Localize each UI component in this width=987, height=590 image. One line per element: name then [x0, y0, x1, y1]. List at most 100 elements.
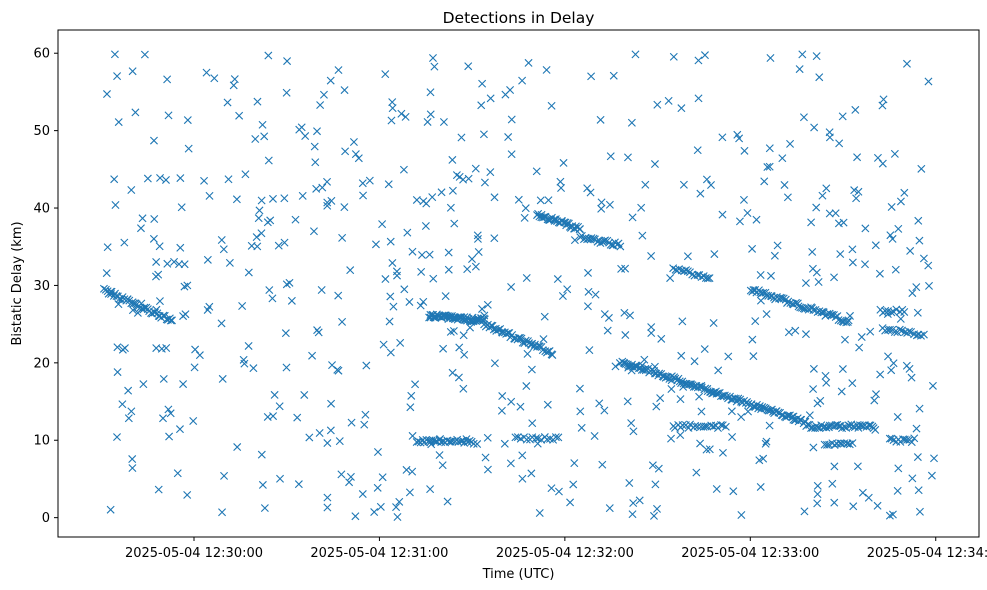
data-point [254, 214, 263, 223]
data-point [257, 450, 266, 459]
data-point [801, 330, 810, 339]
data-point [770, 251, 779, 260]
data-point [570, 459, 579, 468]
data-point [666, 373, 675, 382]
data-point [830, 498, 839, 507]
data-point [709, 422, 718, 431]
x-tick-label: 2025-05-04 12:34:00 [867, 546, 987, 561]
data-point [435, 451, 444, 460]
data-point [439, 344, 448, 353]
x-tick-label: 2025-05-04 12:31:00 [310, 546, 448, 561]
data-point [241, 170, 250, 179]
data-point [809, 305, 818, 314]
data-point [879, 95, 888, 104]
data-point [566, 498, 575, 507]
data-point [155, 297, 164, 306]
data-point [486, 168, 495, 177]
data-point [294, 480, 303, 489]
data-point [490, 359, 499, 368]
x-tick-label: 2025-05-04 12:32:00 [496, 546, 634, 561]
data-point [106, 505, 115, 514]
chart-title: Detections in Delay [443, 9, 595, 27]
data-point [551, 433, 560, 442]
data-point [705, 274, 714, 283]
data-point [621, 264, 630, 273]
data-point [809, 385, 818, 394]
data-point [313, 127, 321, 136]
data-point [871, 241, 880, 250]
data-point [763, 163, 772, 172]
data-point [543, 347, 552, 356]
data-point [393, 271, 402, 280]
data-point [473, 440, 482, 449]
data-point [386, 237, 395, 246]
data-point [629, 499, 638, 508]
data-point [683, 252, 692, 261]
data-point [852, 194, 861, 203]
data-point [358, 490, 367, 499]
data-point [218, 374, 227, 383]
data-point [576, 407, 585, 416]
data-point [524, 58, 533, 67]
data-point [678, 317, 687, 326]
x-axis-title: Time (UTC) [482, 567, 555, 582]
data-point [507, 150, 516, 159]
data-point [507, 397, 516, 406]
data-point [379, 340, 388, 349]
data-point [849, 502, 858, 511]
data-point [548, 350, 557, 359]
data-point [323, 177, 332, 186]
data-point [810, 123, 819, 132]
data-point [848, 439, 857, 448]
data-point [597, 204, 606, 213]
data-point [281, 329, 290, 338]
data-point [755, 456, 764, 465]
data-point [826, 311, 835, 320]
data-point [463, 265, 472, 274]
data-point [543, 435, 552, 444]
data-point [395, 497, 404, 506]
data-point [927, 471, 936, 480]
data-point [507, 115, 516, 124]
data-point [483, 433, 492, 442]
data-point [869, 424, 878, 433]
data-point [783, 193, 792, 202]
data-point [853, 462, 862, 471]
data-point [334, 291, 343, 300]
data-point [444, 265, 453, 274]
data-point [218, 508, 227, 517]
data-point [521, 204, 530, 213]
data-point [654, 464, 663, 473]
data-point [276, 474, 285, 483]
data-point [735, 217, 744, 226]
data-point [346, 472, 355, 481]
data-point [416, 301, 425, 310]
data-point [190, 363, 199, 372]
data-point [650, 160, 659, 169]
data-point [358, 179, 367, 188]
y-axis: 0 10 20 30 40 50 60 [33, 47, 58, 526]
data-point [679, 180, 688, 189]
data-point [508, 331, 517, 340]
data-point [807, 218, 816, 227]
data-point [812, 203, 821, 212]
data-point [878, 159, 887, 168]
data-point [628, 213, 637, 222]
data-point [139, 380, 148, 389]
data-point [678, 377, 687, 386]
data-point [110, 50, 119, 59]
data-point [752, 215, 761, 224]
data-point [822, 440, 831, 449]
data-point [419, 297, 428, 306]
data-point [892, 305, 901, 314]
data-point [229, 81, 238, 90]
data-point [584, 287, 593, 296]
data-point [478, 79, 487, 88]
data-point [583, 302, 592, 311]
data-point [729, 487, 738, 496]
data-point [707, 181, 715, 189]
data-point [930, 454, 939, 463]
data-point [418, 250, 426, 259]
data-point [727, 407, 736, 416]
